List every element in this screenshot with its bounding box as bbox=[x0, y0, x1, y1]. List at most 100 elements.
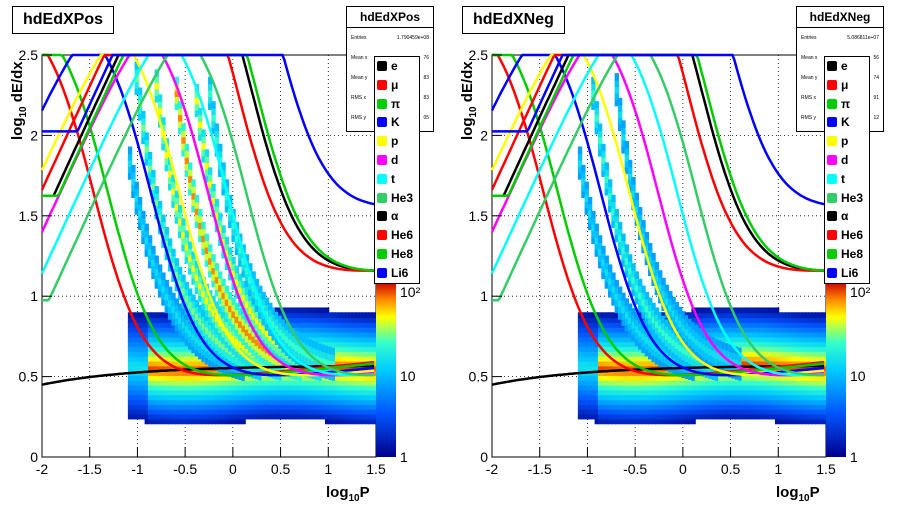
heatmap-cell bbox=[728, 394, 733, 401]
heatmap-cell bbox=[127, 336, 133, 343]
heatmap-cell bbox=[161, 360, 166, 367]
heatmap-cell bbox=[748, 384, 753, 391]
heatmap-cell bbox=[188, 329, 193, 337]
heatmap-cell bbox=[314, 321, 320, 328]
heatmap-cell bbox=[597, 235, 603, 243]
heatmap-cell bbox=[728, 312, 733, 319]
heatmap-cell bbox=[627, 384, 633, 391]
heatmap-cell bbox=[244, 341, 250, 350]
heatmap-cell bbox=[218, 150, 223, 158]
heatmap-cell bbox=[634, 394, 640, 401]
heatmap-cell bbox=[191, 403, 196, 410]
heatmap-cell bbox=[254, 310, 260, 319]
heatmap-cell bbox=[127, 360, 133, 367]
heatmap-cell bbox=[604, 365, 609, 372]
heatmap-cell bbox=[294, 389, 300, 396]
heatmap-cell bbox=[744, 370, 750, 377]
heatmap-cell bbox=[617, 305, 623, 314]
heatmap-cell bbox=[671, 316, 676, 324]
heatmap-cell bbox=[208, 102, 213, 110]
heatmap-cell bbox=[617, 286, 623, 295]
heatmap-cell bbox=[288, 312, 293, 319]
heatmap-cell bbox=[731, 394, 736, 401]
heatmap-cell bbox=[174, 89, 179, 98]
heatmap-cell bbox=[184, 312, 190, 320]
heatmap-cell bbox=[661, 403, 666, 410]
heatmap-cell bbox=[301, 384, 306, 391]
heatmap-cell bbox=[601, 341, 606, 348]
heatmap-cell bbox=[594, 223, 599, 232]
heatmap-cell bbox=[744, 331, 750, 338]
heatmap-cell bbox=[651, 418, 656, 425]
heatmap-cell bbox=[201, 221, 206, 230]
legend-marker bbox=[377, 117, 387, 128]
heatmap-cell bbox=[341, 350, 346, 357]
heatmap-cell bbox=[304, 350, 310, 358]
heatmap-cell bbox=[661, 418, 666, 425]
heatmap-cell bbox=[611, 312, 616, 319]
heatmap-cell bbox=[301, 348, 306, 356]
heatmap-cell bbox=[211, 379, 216, 386]
heatmap-cell bbox=[587, 403, 593, 410]
heatmap-cell bbox=[358, 331, 363, 338]
heatmap-cell bbox=[261, 384, 266, 391]
heatmap-cell bbox=[201, 399, 206, 405]
heatmap-cell bbox=[648, 304, 653, 312]
heatmap-cell bbox=[371, 413, 377, 420]
heatmap-cell bbox=[218, 352, 223, 361]
heatmap-cell bbox=[761, 399, 766, 405]
heatmap-cell bbox=[151, 389, 156, 396]
heatmap-cell bbox=[278, 307, 283, 314]
heatmap-cell bbox=[144, 374, 149, 381]
heatmap-cell bbox=[147, 418, 153, 425]
heatmap-cell bbox=[204, 320, 210, 328]
heatmap-cell bbox=[604, 408, 609, 415]
heatmap-cell bbox=[771, 336, 776, 343]
heatmap-cell bbox=[224, 357, 230, 366]
heatmap-cell bbox=[654, 307, 660, 315]
heatmap-cell bbox=[771, 360, 776, 367]
heatmap-cell bbox=[654, 313, 660, 322]
heatmap-cell bbox=[194, 286, 200, 294]
heatmap-cell bbox=[304, 379, 310, 386]
heatmap-cell bbox=[134, 336, 139, 343]
heatmap-cell bbox=[141, 341, 146, 348]
x-tick-label: -2 bbox=[36, 461, 49, 477]
heatmap-cell bbox=[264, 394, 270, 401]
heatmap-cell bbox=[684, 334, 690, 343]
heatmap-cell bbox=[631, 403, 636, 410]
heatmap-cell bbox=[298, 317, 303, 323]
heatmap-cell bbox=[151, 252, 156, 260]
heatmap-cell bbox=[751, 413, 756, 420]
heatmap-cell bbox=[738, 399, 743, 405]
heatmap-cell bbox=[151, 336, 156, 343]
heatmap-cell bbox=[728, 374, 733, 381]
heatmap-cell bbox=[131, 190, 136, 199]
heatmap-cell bbox=[181, 281, 186, 289]
heatmap-cell bbox=[658, 384, 663, 391]
heatmap-cell bbox=[221, 278, 226, 287]
heatmap-cell bbox=[748, 321, 753, 328]
heatmap-cell bbox=[141, 117, 146, 125]
heatmap-cell bbox=[211, 413, 216, 420]
heatmap-cell bbox=[234, 265, 240, 274]
heatmap-cell bbox=[738, 341, 743, 348]
heatmap-cell bbox=[714, 373, 720, 381]
heatmap-cell bbox=[274, 358, 280, 366]
heatmap-cell bbox=[194, 336, 200, 344]
heatmap-cell bbox=[731, 384, 736, 391]
legend-marker bbox=[377, 79, 387, 90]
heatmap-cell bbox=[734, 408, 740, 415]
heatmap-cell bbox=[587, 346, 593, 352]
heatmap-cell bbox=[674, 354, 680, 362]
heatmap-cell bbox=[208, 270, 213, 278]
heatmap-cell bbox=[268, 379, 273, 386]
heatmap-cell bbox=[147, 158, 153, 166]
heatmap-cell bbox=[648, 399, 653, 405]
heatmap-cell bbox=[638, 384, 643, 391]
heatmap-cell bbox=[171, 318, 176, 326]
heatmap-cell bbox=[671, 394, 676, 401]
heatmap-cell bbox=[577, 321, 583, 328]
heatmap-cell bbox=[134, 207, 139, 215]
heatmap-cell bbox=[264, 352, 270, 361]
